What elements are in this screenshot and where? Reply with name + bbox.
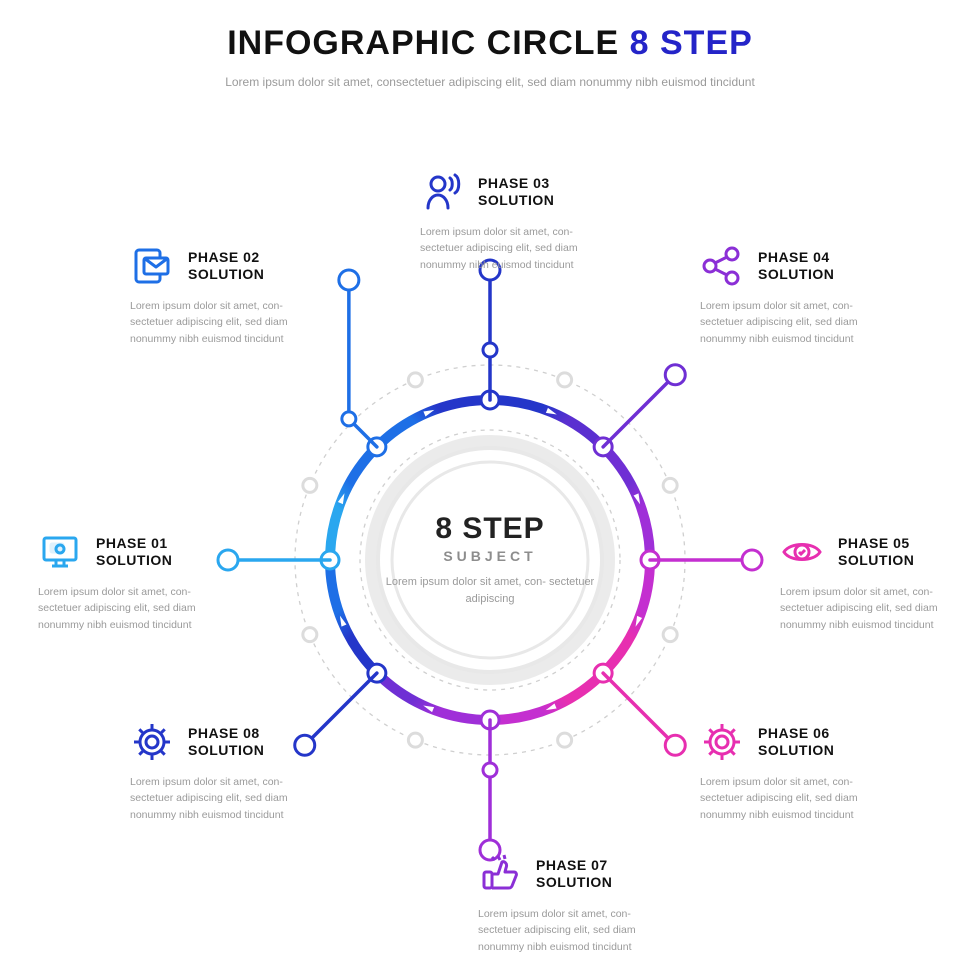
phase-body: Lorem ipsum dolor sit amet, con-sectetue…	[700, 298, 920, 347]
phase-label: PHASE 07SOLUTION	[536, 857, 612, 892]
phase-label: PHASE 01SOLUTION	[96, 535, 172, 570]
phase-label: PHASE 04SOLUTION	[758, 249, 834, 284]
connector	[603, 673, 675, 745]
monitor-icon	[38, 530, 82, 574]
phase-8: PHASE 08SOLUTION Lorem ipsum dolor sit a…	[130, 720, 350, 823]
eye-icon	[780, 530, 824, 574]
phase-label: PHASE 05SOLUTION	[838, 535, 914, 570]
phase-body: Lorem ipsum dolor sit amet, con-sectetue…	[700, 774, 920, 823]
ring-segment	[382, 400, 483, 442]
phase-body: Lorem ipsum dolor sit amet, con-sectetue…	[478, 906, 688, 955]
phase-body: Lorem ipsum dolor sit amet, con-sectetue…	[130, 298, 350, 347]
ring-segment	[497, 400, 598, 442]
mail-icon	[130, 244, 174, 288]
ring-segment	[608, 452, 650, 553]
phase-label: PHASE 03SOLUTION	[478, 175, 554, 210]
connector-end	[742, 550, 762, 570]
gear-icon	[130, 720, 174, 764]
center-subtitle: SUBJECT	[370, 548, 610, 564]
connector	[603, 375, 675, 447]
phase-body: Lorem ipsum dolor sit amet, con-sectetue…	[420, 224, 630, 273]
phase-body: Lorem ipsum dolor sit amet, con-sectetue…	[780, 584, 980, 633]
ring-segment	[382, 678, 483, 720]
ring-segment	[330, 452, 372, 553]
phase-6: PHASE 06SOLUTION Lorem ipsum dolor sit a…	[700, 720, 920, 823]
phase-7: PHASE 07SOLUTION Lorem ipsum dolor sit a…	[478, 852, 688, 955]
phase-5: PHASE 05SOLUTION Lorem ipsum dolor sit a…	[780, 530, 980, 633]
center-body: Lorem ipsum dolor sit amet, con- sectetu…	[370, 574, 610, 607]
thumbsup-icon	[478, 852, 522, 896]
speaker-icon	[420, 170, 464, 214]
center-block: 8 STEP SUBJECT Lorem ipsum dolor sit ame…	[370, 512, 610, 607]
phase-body: Lorem ipsum dolor sit amet, con-sectetue…	[38, 584, 258, 633]
phase-2: PHASE 02SOLUTION Lorem ipsum dolor sit a…	[130, 244, 350, 347]
phase-3: PHASE 03SOLUTION Lorem ipsum dolor sit a…	[420, 170, 630, 273]
ring-segment	[330, 567, 372, 668]
ring-segment	[497, 678, 598, 720]
phase-label: PHASE 08SOLUTION	[188, 725, 264, 760]
center-title: 8 STEP	[370, 512, 610, 546]
connector-end	[665, 365, 685, 385]
gear-icon	[700, 720, 744, 764]
connector-bend	[483, 343, 497, 357]
phase-4: PHASE 04SOLUTION Lorem ipsum dolor sit a…	[700, 244, 920, 347]
phase-1: PHASE 01SOLUTION Lorem ipsum dolor sit a…	[38, 530, 258, 633]
phase-body: Lorem ipsum dolor sit amet, con-sectetue…	[130, 774, 350, 823]
ring-segment	[608, 567, 650, 668]
connector-bend	[483, 763, 497, 777]
share-icon	[700, 244, 744, 288]
diagram-svg	[0, 0, 980, 980]
phase-label: PHASE 06SOLUTION	[758, 725, 834, 760]
connector-bend	[342, 412, 356, 426]
connector-end	[665, 735, 685, 755]
phase-label: PHASE 02SOLUTION	[188, 249, 264, 284]
page: INFOGRAPHIC CIRCLE 8 STEP Lorem ipsum do…	[0, 0, 980, 980]
